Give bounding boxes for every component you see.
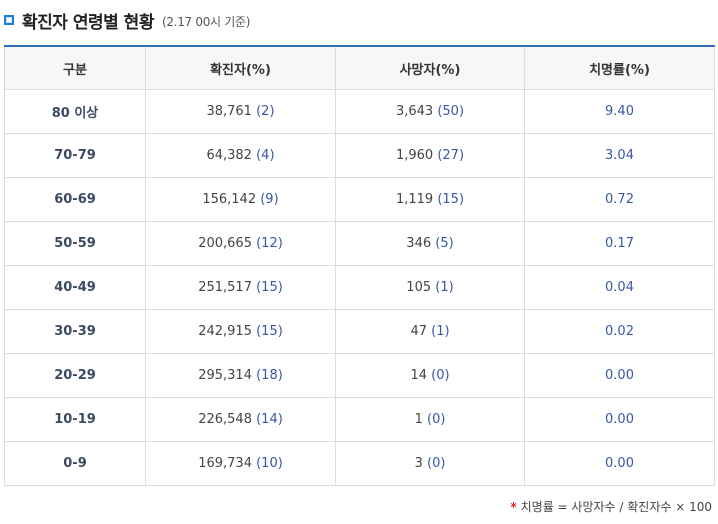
cases-percent: (18) (256, 368, 283, 383)
cases-cell: 226,548 (14) (145, 397, 336, 442)
age-group-cell: 30-39 (4, 309, 146, 354)
deaths-percent: (5) (435, 236, 454, 251)
cases-cell: 169,734 (10) (145, 441, 336, 486)
age-group-cell: 60-69 (4, 177, 146, 222)
deaths-percent: (0) (427, 412, 446, 427)
deaths-cell: 1 (0) (335, 397, 525, 442)
table-row: 80 이상 38,761 (2) 3,643 (50) 9.40 (4, 89, 715, 134)
cases-value: 200,665 (198, 236, 252, 251)
cases-cell: 156,142 (9) (145, 177, 336, 222)
deaths-cell: 346 (5) (335, 221, 525, 266)
table-row: 70-79 64,382 (4) 1,960 (27) 3.04 (4, 133, 715, 178)
fatality-rate-cell: 0.00 (524, 353, 715, 398)
cases-percent: (9) (260, 192, 279, 207)
age-group-cell: 0-9 (4, 441, 146, 486)
cases-cell: 242,915 (15) (145, 309, 336, 354)
age-group-cell: 10-19 (4, 397, 146, 442)
reference-date: (2.17 00시 기준) (161, 15, 251, 29)
deaths-value: 346 (406, 236, 432, 251)
fatality-rate-cell: 0.00 (524, 397, 715, 442)
cases-percent: (15) (256, 280, 283, 295)
cases-value: 169,734 (198, 456, 252, 471)
deaths-value: 14 (410, 368, 427, 383)
deaths-cell: 1,119 (15) (335, 177, 525, 222)
cases-percent: (10) (256, 456, 283, 471)
fatality-rate-cell: 3.04 (524, 133, 715, 178)
table-row: 10-19 226,548 (14) 1 (0) 0.00 (4, 397, 715, 442)
cases-cell: 64,382 (4) (145, 133, 336, 178)
deaths-cell: 1,960 (27) (335, 133, 525, 178)
deaths-percent: (27) (437, 148, 465, 163)
cases-value: 38,761 (206, 104, 252, 119)
deaths-percent: (50) (437, 104, 465, 119)
footnote-text: 치명률 = 사망자수 / 확진자수 × 100 (520, 500, 712, 514)
deaths-cell: 105 (1) (335, 265, 525, 310)
table-row: 20-29 295,314 (18) 14 (0) 0.00 (4, 353, 715, 398)
deaths-cell: 3 (0) (335, 441, 525, 486)
cases-percent: (2) (256, 104, 275, 119)
fatality-rate-cell: 0.02 (524, 309, 715, 354)
cases-value: 295,314 (198, 368, 252, 383)
cases-cell: 251,517 (15) (145, 265, 336, 310)
deaths-value: 105 (406, 280, 432, 295)
deaths-value: 3 (414, 456, 423, 471)
cases-percent: (4) (256, 148, 275, 163)
cases-cell: 38,761 (2) (145, 89, 336, 134)
deaths-percent: (0) (427, 456, 446, 471)
column-header-cases: 확진자(%) (145, 45, 336, 90)
age-status-table: 구분 확진자(%) 사망자(%) 치명률(%) 80 이상 38,761 (2) 3… (4, 45, 715, 486)
deaths-value: 1,960 (395, 148, 434, 163)
age-group-cell: 50-59 (4, 221, 146, 266)
table-row: 60-69 156,142 (9) 1,119 (15) 0.72 (4, 177, 715, 222)
table-row: 0-9 169,734 (10) 3 (0) 0.00 (4, 441, 715, 486)
age-group-cell: 80 이상 (4, 89, 146, 134)
table-row: 30-39 242,915 (15) 47 (1) 0.02 (4, 309, 715, 354)
asterisk-mark: * (510, 500, 517, 514)
cases-value: 156,142 (202, 192, 257, 207)
fatality-rate-cell: 0.17 (524, 221, 715, 266)
square-bullet-icon (4, 15, 14, 25)
deaths-percent: (0) (431, 368, 450, 383)
section-header: 확진자 연령별 현황 (2.17 00시 기준) (4, 7, 250, 33)
deaths-value: 3,643 (395, 104, 434, 119)
deaths-value: 47 (410, 324, 427, 339)
column-header-deaths: 사망자(%) (335, 45, 525, 90)
age-group-cell: 40-49 (4, 265, 146, 310)
deaths-percent: (1) (431, 324, 450, 339)
fatality-rate-cell: 0.04 (524, 265, 715, 310)
cases-value: 226,548 (198, 412, 252, 427)
table-row: 40-49 251,517 (15) 105 (1) 0.04 (4, 265, 715, 310)
cases-cell: 200,665 (12) (145, 221, 336, 266)
fatality-rate-cell: 9.40 (524, 89, 715, 134)
deaths-cell: 47 (1) (335, 309, 525, 354)
cases-value: 242,915 (198, 324, 252, 339)
column-header-age: 구분 (4, 45, 146, 90)
fatality-rate-cell: 0.00 (524, 441, 715, 486)
cases-value: 64,382 (206, 148, 252, 163)
cases-cell: 295,314 (18) (145, 353, 336, 398)
section-title: 확진자 연령별 현황 (22, 12, 154, 33)
footnote: * 치명률 = 사망자수 / 확진자수 × 100 (510, 498, 712, 515)
cases-percent: (14) (256, 412, 283, 427)
cases-value: 251,517 (198, 280, 252, 295)
deaths-percent: (15) (437, 192, 465, 207)
age-group-cell: 70-79 (4, 133, 146, 178)
deaths-cell: 14 (0) (335, 353, 525, 398)
cases-percent: (15) (256, 324, 283, 339)
fatality-rate-cell: 0.72 (524, 177, 715, 222)
table-header-row: 구분 확진자(%) 사망자(%) 치명률(%) (4, 45, 715, 90)
column-header-rate: 치명률(%) (524, 45, 715, 90)
table-row: 50-59 200,665 (12) 346 (5) 0.17 (4, 221, 715, 266)
age-group-cell: 20-29 (4, 353, 146, 398)
deaths-percent: (1) (435, 280, 454, 295)
deaths-value: 1 (414, 412, 423, 427)
cases-percent: (12) (256, 236, 283, 251)
deaths-cell: 3,643 (50) (335, 89, 525, 134)
deaths-value: 1,119 (395, 192, 434, 207)
